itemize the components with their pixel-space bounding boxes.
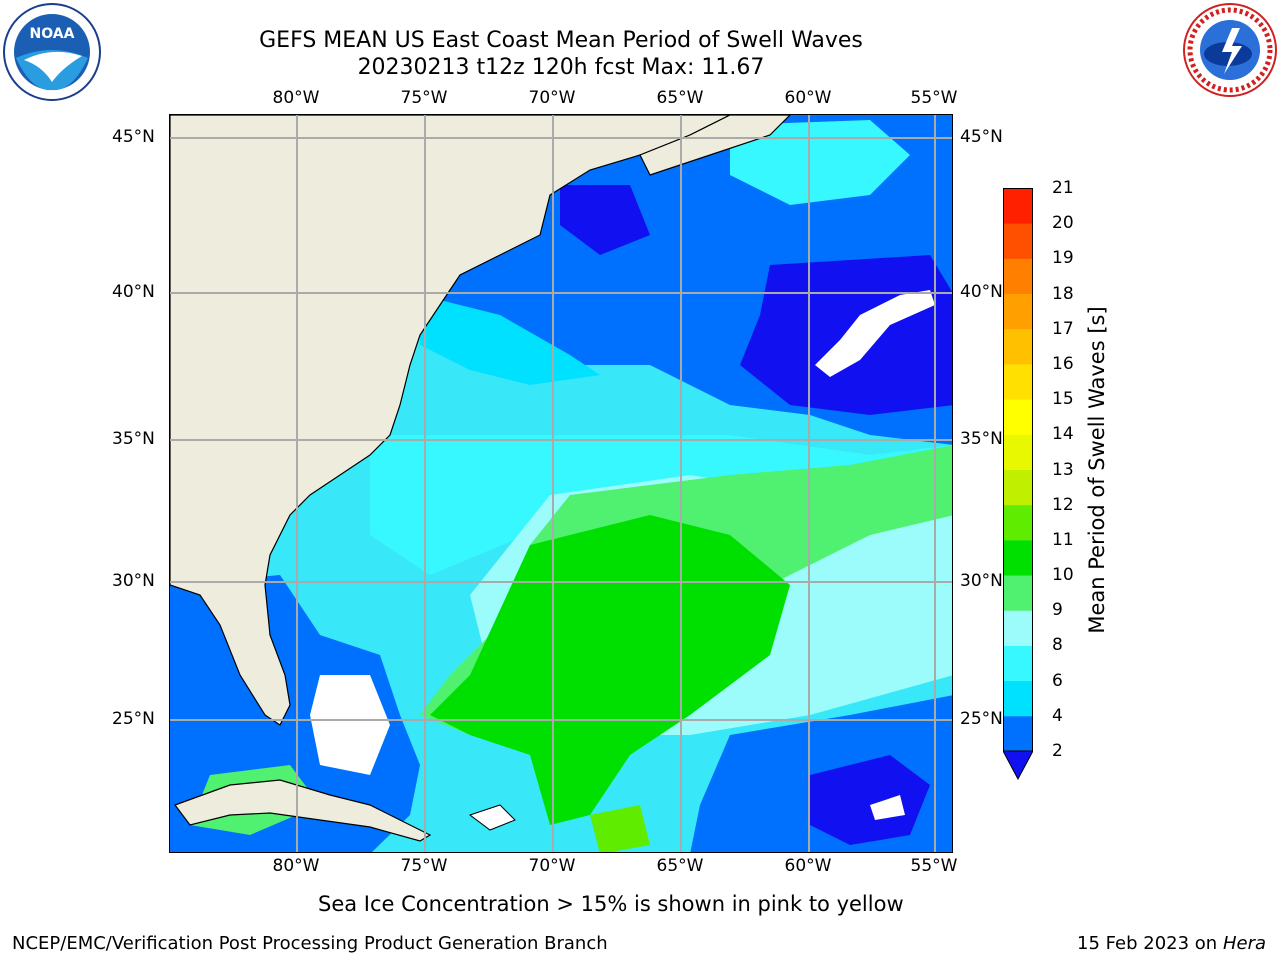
no-data-patch-bahamas: [310, 675, 390, 775]
lon-tick-top: 80°W: [272, 88, 320, 108]
no-data-patch-southeast: [870, 795, 905, 820]
lon-tick-bottom: 65°W: [656, 856, 704, 876]
lat-tick-right: 40°N: [960, 282, 1003, 302]
colorbar-frame: [1003, 188, 1033, 752]
lon-tick-bottom: 55°W: [910, 856, 958, 876]
lon-tick-top: 55°W: [910, 88, 958, 108]
map-subtitle: 20230213 t12z 120h fcst Max: 11.67: [357, 55, 765, 80]
map-canvas: [170, 115, 952, 852]
colorbar-segment: [1003, 399, 1033, 435]
colorbar-segment: [1003, 469, 1033, 506]
colorbar-tick-label: 17: [1052, 318, 1074, 339]
land-us-east-coast: [170, 115, 731, 726]
colorbar-tick-label: 18: [1052, 283, 1074, 304]
colorbar-tick-label: 8: [1052, 635, 1063, 656]
lat-tick-left: 30°N: [112, 571, 155, 591]
colorbar-tick-label: 21: [1052, 178, 1074, 198]
lon-tick-bottom: 75°W: [400, 856, 448, 876]
lat-tick-left: 45°N: [112, 127, 155, 147]
swell-region-under-2s-southeast: [810, 755, 930, 845]
swell-region-under-2s-north: [560, 185, 650, 255]
lon-tick-top: 75°W: [400, 88, 448, 108]
lat-tick-right: 35°N: [960, 429, 1003, 449]
swell-region-4-6s-north: [420, 295, 600, 385]
lon-tick-bottom: 70°W: [528, 856, 576, 876]
colorbar-tick-label: 10: [1052, 565, 1074, 586]
colorbar-segment: [1003, 188, 1033, 224]
colorbar-segment: [1003, 328, 1033, 365]
lat-tick-left: 35°N: [112, 429, 155, 449]
land-nova-scotia: [639, 115, 791, 176]
land-turks-caicos: [468, 804, 516, 831]
colorbar-segment: [1003, 610, 1033, 646]
lat-tick-left: 25°N: [112, 709, 155, 729]
colorbar-tick-label: 6: [1052, 670, 1063, 691]
lat-tick-right: 30°N: [960, 571, 1003, 591]
colorbar-tick-label: 11: [1052, 529, 1074, 550]
colorbar-segment: [1003, 680, 1033, 717]
colorbar-tick-label: 12: [1052, 494, 1074, 515]
colorbar-segment: [1003, 363, 1033, 400]
colorbar-tick-label: 13: [1052, 459, 1074, 480]
colorbar-tick-label: 15: [1052, 389, 1074, 410]
swell-region-6-8s-north: [730, 120, 910, 205]
colorbar-tick-label: 4: [1052, 705, 1063, 726]
lon-tick-top: 70°W: [528, 88, 576, 108]
no-data-patch-northeast: [815, 290, 935, 377]
colorbar-segment: [1003, 223, 1033, 259]
national-weather-service-logo: [1180, 2, 1280, 102]
lon-tick-bottom: 80°W: [272, 856, 320, 876]
footer-machine: Hera: [1222, 933, 1266, 954]
lat-tick-right: 45°N: [960, 127, 1003, 147]
colorbar-tick-label: 2: [1052, 741, 1063, 761]
footer-credit: NCEP/EMC/Verification Post Processing Pr…: [12, 933, 608, 954]
colorbar-tick-label: 9: [1052, 600, 1063, 621]
lon-tick-bottom: 60°W: [784, 856, 832, 876]
noaa-logo: NOAA: [2, 2, 102, 102]
colorbar-tick-label: 14: [1052, 424, 1074, 445]
svg-text:NOAA: NOAA: [30, 26, 75, 42]
swell-region-10-11s: [430, 515, 790, 825]
colorbar-under-triangle: [1003, 750, 1033, 781]
colorbar-tick-label: 19: [1052, 248, 1074, 269]
colorbar-segment: [1003, 258, 1033, 295]
colorbar-segment: [1003, 575, 1033, 611]
colorbar-tick-label: 16: [1052, 353, 1074, 374]
sea-ice-note: Sea Ice Concentration > 15% is shown in …: [318, 892, 904, 916]
colorbar-segment: [1003, 715, 1033, 752]
map-title: GEFS MEAN US East Coast Mean Period of S…: [259, 28, 863, 53]
map-graticule: [170, 115, 952, 852]
lon-tick-top: 60°W: [784, 88, 832, 108]
colorbar-segment: [1003, 539, 1033, 576]
footer-date: 15 Feb 2023 on: [1077, 933, 1218, 954]
colorbar-segment: [1003, 504, 1033, 541]
lat-tick-left: 40°N: [112, 282, 155, 302]
colorbar-title: Mean Period of Swell Waves [s]: [1085, 306, 1109, 634]
colorbar-segment: [1003, 434, 1033, 470]
swell-period-map: [169, 114, 953, 853]
colorbar-segment: [1003, 293, 1033, 330]
colorbar-tick-label: 20: [1052, 213, 1074, 234]
lat-tick-right: 25°N: [960, 709, 1003, 729]
swell-region-11-12s: [590, 805, 650, 852]
lon-tick-top: 65°W: [656, 88, 704, 108]
footer-date-block: 15 Feb 2023 on Hera: [1077, 933, 1266, 954]
colorbar-segment: [1003, 645, 1033, 682]
colorbar: [1003, 188, 1033, 781]
